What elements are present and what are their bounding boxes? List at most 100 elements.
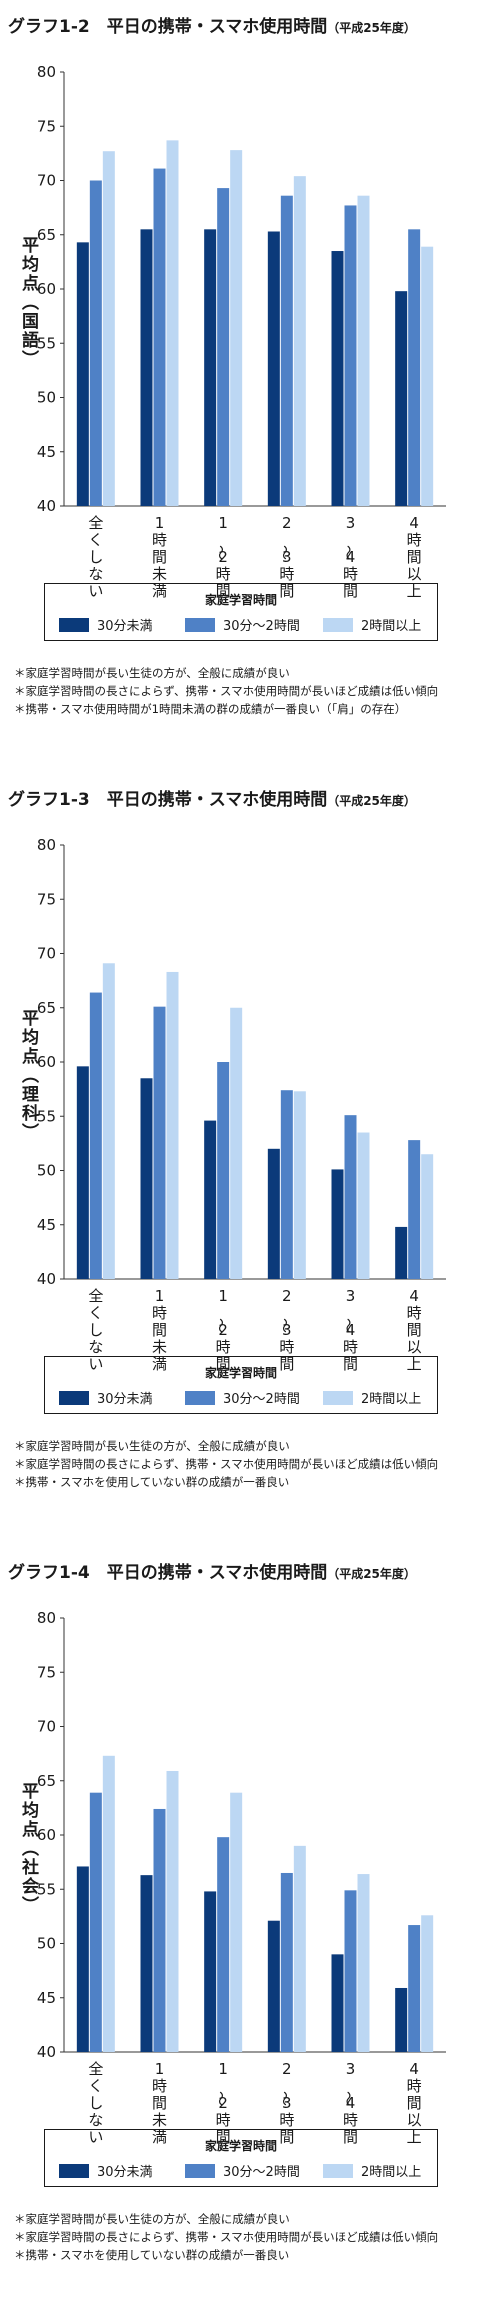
- x-tick-label: 4 時間以上: [407, 514, 422, 600]
- y-tick-label: 70: [37, 945, 56, 963]
- bar-1-4: [267, 231, 280, 506]
- bar-1-5: [331, 1954, 344, 2052]
- legend-label: 30分～2時間: [223, 2165, 300, 2180]
- bar-3-2: [166, 140, 179, 507]
- y-axis-label: 平均点（国語）: [18, 236, 39, 369]
- note-line: ＊携帯・スマホを使用していない群の成績が一番良い: [14, 1475, 290, 1489]
- notes: ＊家庭学習時間が長い生徒の方が、全般に成績が良い ＊家庭学習時間の長さによらず、携…: [14, 2210, 474, 2264]
- y-tick-label: 60: [37, 1053, 56, 1071]
- x-tick-label: 1 時間未満: [152, 1287, 167, 1373]
- legend-item: 2時間以上: [323, 1388, 422, 1407]
- legend-label: 30分～2時間: [223, 1392, 300, 1407]
- y-axis-label: 平均点（理科）: [18, 1009, 39, 1142]
- bar-3-4: [293, 1091, 306, 1279]
- bar-2-1: [89, 1792, 102, 2052]
- notes: ＊家庭学習時間が長い生徒の方が、全般に成績が良い ＊家庭学習時間の長さによらず、携…: [14, 1437, 474, 1491]
- legend: 家庭学習時間 30分未満 30分～2時間 2時間以上: [44, 2129, 438, 2187]
- y-tick-label: 80: [37, 63, 56, 81]
- bar-3-5: [357, 1874, 370, 2052]
- bar-3-6: [421, 1154, 434, 1279]
- bar-2-6: [408, 1925, 421, 2052]
- y-tick-label: 55: [37, 1107, 56, 1125]
- y-tick-label: 50: [37, 389, 56, 407]
- y-tick-label: 40: [37, 2043, 56, 2061]
- bar-1-1: [76, 242, 89, 506]
- y-tick-label: 75: [37, 117, 56, 135]
- y-tick-label: 65: [37, 1772, 56, 1790]
- legend-swatch: [185, 1391, 215, 1405]
- y-tick-label: 60: [37, 1826, 56, 1844]
- bar-2-6: [408, 1140, 421, 1279]
- legend-swatch: [59, 2164, 89, 2178]
- y-tick-label: 50: [37, 1162, 56, 1180]
- bar-2-2: [153, 1808, 166, 2052]
- y-tick-label: 45: [37, 443, 56, 461]
- legend-item: 2時間以上: [323, 2161, 422, 2180]
- bar-2-1: [89, 180, 102, 506]
- note-line: ＊家庭学習時間の長さによらず、携帯・スマホ使用時間が長いほど成績は低い傾向: [14, 1457, 439, 1471]
- y-tick-label: 55: [37, 1880, 56, 1898]
- legend-item: 30分未満: [59, 1388, 153, 1407]
- chart-subtitle: （平成25年度）: [327, 794, 416, 808]
- bar-3-3: [230, 150, 243, 506]
- legend-label: 2時間以上: [361, 619, 422, 634]
- y-tick-label: 70: [37, 172, 56, 190]
- legend-label: 2時間以上: [361, 1392, 422, 1407]
- bar-1-3: [204, 1891, 217, 2052]
- y-tick-label: 45: [37, 1216, 56, 1234]
- bar-3-3: [230, 1007, 243, 1279]
- bar-1-6: [395, 1226, 408, 1279]
- bar-2-5: [344, 205, 357, 506]
- x-tick-label: 4 時間以上: [407, 2060, 422, 2146]
- bar-1-5: [331, 1169, 344, 1279]
- legend-swatch: [323, 1391, 353, 1405]
- legend-item: 30分未満: [59, 615, 153, 634]
- bar-1-3: [204, 1120, 217, 1279]
- bar-3-6: [421, 246, 434, 506]
- notes: ＊家庭学習時間が長い生徒の方が、全般に成績が良い ＊家庭学習時間の長さによらず、携…: [14, 664, 474, 718]
- x-tick-label: 2 ～3 時間: [275, 514, 294, 600]
- bar-3-2: [166, 1770, 179, 2052]
- x-tick-label: 2 ～3 時間: [275, 1287, 294, 1373]
- x-tick-label: 全くしない: [88, 514, 103, 600]
- note-line: ＊家庭学習時間が長い生徒の方が、全般に成績が良い: [14, 666, 290, 680]
- x-tick-label: 1 ～2 時間: [212, 1287, 231, 1373]
- chart-title-text: グラフ1-4 平日の携帯・スマホ使用時間: [8, 1563, 328, 1583]
- bar-1-5: [331, 251, 344, 506]
- legend: 家庭学習時間 30分未満 30分～2時間 2時間以上: [44, 1356, 438, 1414]
- bar-2-4: [280, 1090, 293, 1279]
- legend-label: 30分未満: [97, 619, 153, 634]
- bar-2-3: [217, 1062, 230, 1279]
- y-tick-label: 45: [37, 1989, 56, 2007]
- y-tick-label: 65: [37, 226, 56, 244]
- x-tick-label: 3 ～4 時間: [339, 1287, 358, 1373]
- legend-swatch: [59, 1391, 89, 1405]
- bar-2-1: [89, 992, 102, 1279]
- x-tick-label: 1 時間未満: [152, 2060, 167, 2146]
- y-tick-label: 50: [37, 1935, 56, 1953]
- bar-3-4: [293, 1845, 306, 2052]
- x-tick-label: 全くしない: [88, 1287, 103, 1373]
- chart-title: グラフ1-2 平日の携帯・スマホ使用時間（平成25年度）: [8, 12, 416, 37]
- legend-swatch: [59, 618, 89, 632]
- bar-1-6: [395, 1987, 408, 2052]
- bar-3-2: [166, 971, 179, 1279]
- bar-1-3: [204, 229, 217, 506]
- bar-2-4: [280, 1872, 293, 2052]
- note-line: ＊携帯・スマホ使用時間が1時間未満の群の成績が一番良い（「肩」の存在）: [14, 702, 407, 716]
- legend-title: 家庭学習時間: [204, 1366, 277, 1380]
- legend-swatch: [185, 2164, 215, 2178]
- note-line: ＊家庭学習時間の長さによらず、携帯・スマホ使用時間が長いほど成績は低い傾向: [14, 2230, 439, 2244]
- bar-2-5: [344, 1890, 357, 2052]
- legend-label: 30分未満: [97, 2165, 153, 2180]
- x-tick-label: 3 ～4 時間: [339, 2060, 358, 2146]
- bar-3-5: [357, 195, 370, 506]
- legend-label: 2時間以上: [361, 2165, 422, 2180]
- bar-2-3: [217, 1837, 230, 2052]
- bar-2-2: [153, 168, 166, 506]
- bar-1-2: [140, 229, 153, 506]
- y-tick-label: 40: [37, 1270, 56, 1288]
- chart-title: グラフ1-3 平日の携帯・スマホ使用時間（平成25年度）: [8, 785, 416, 810]
- bar-1-1: [76, 1866, 89, 2052]
- x-tick-label: 4 時間以上: [407, 1287, 422, 1373]
